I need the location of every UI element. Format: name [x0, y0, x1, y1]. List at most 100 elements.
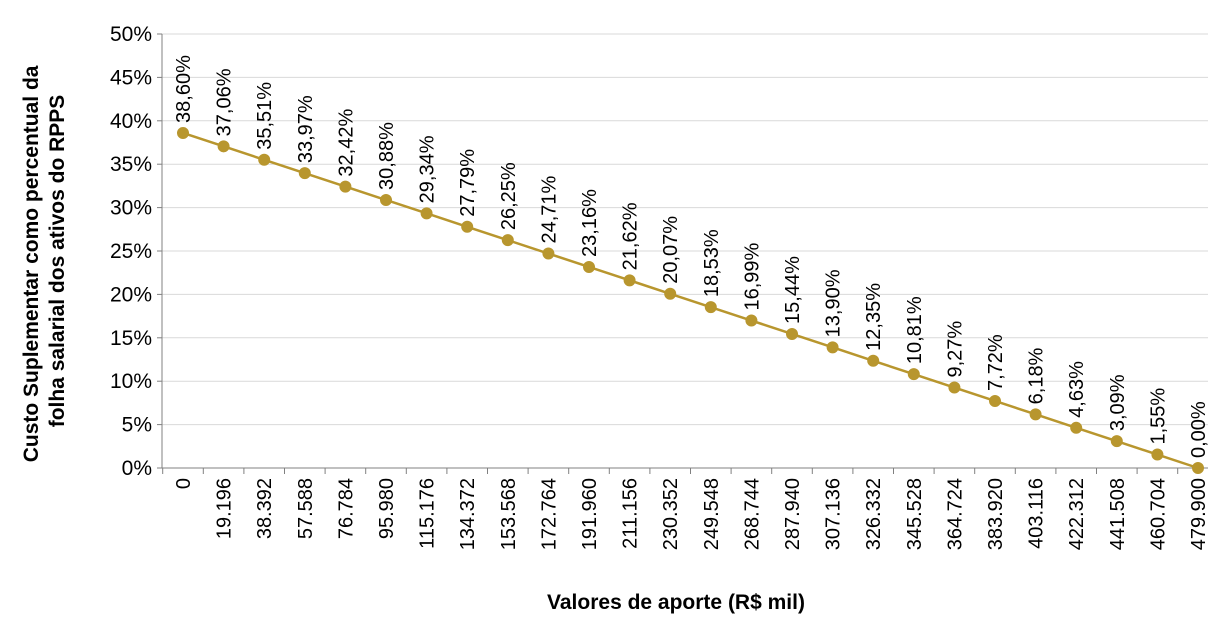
data-point — [258, 153, 271, 166]
x-tick-label: 76.784 — [335, 478, 357, 539]
y-tick-label: 35% — [110, 153, 152, 176]
data-point — [704, 301, 717, 314]
x-tick-label: 326.332 — [863, 478, 885, 550]
y-tick-label: 20% — [110, 283, 152, 306]
data-label: 18,53% — [701, 229, 723, 297]
x-axis-title: Valores de aporte (R$ mil) — [547, 591, 805, 614]
y-tick-label: 50% — [110, 23, 152, 46]
data-label: 29,34% — [417, 135, 439, 203]
data-label: 13,90% — [823, 269, 845, 337]
data-point — [623, 274, 636, 287]
x-tick-label: 422.312 — [1066, 478, 1088, 550]
data-point — [217, 140, 230, 153]
data-label: 37,06% — [214, 68, 236, 136]
x-tick-label: 19.196 — [214, 478, 236, 539]
x-tick-label: 115.176 — [417, 478, 439, 549]
data-point — [1192, 462, 1204, 474]
x-tick-label: 172.764 — [538, 478, 560, 550]
y-tick-labels: 0% 5% 10% 15% 20% 25% 30% 35% 40% 45% 50% — [110, 23, 152, 480]
y-axis-title-line-1: Custo Suplementar como percentual da — [20, 65, 43, 462]
data-point — [1151, 448, 1164, 461]
data-label: 38,60% — [173, 55, 195, 123]
data-point — [1029, 408, 1042, 421]
data-label: 35,51% — [254, 82, 276, 150]
series — [177, 126, 1204, 474]
data-point — [501, 234, 514, 247]
y-tick-label: 15% — [110, 327, 152, 350]
data-label: 26,25% — [498, 162, 520, 230]
data-label: 6,18% — [1026, 347, 1048, 404]
data-point — [339, 180, 352, 193]
data-point — [989, 394, 1001, 407]
data-point — [867, 354, 880, 367]
axes — [157, 33, 1208, 474]
data-point — [664, 287, 677, 300]
data-label: 20,07% — [660, 216, 682, 284]
x-tick-label: 57.588 — [295, 478, 317, 539]
x-tick-label: 345.528 — [904, 478, 926, 550]
series-line — [182, 131, 1199, 470]
y-axis-title: Custo Suplementar como percentual da fol… — [20, 60, 69, 463]
x-tick-label: 230.352 — [660, 478, 682, 550]
data-point — [948, 381, 961, 394]
y-tick-label: 40% — [110, 110, 152, 133]
data-point — [745, 314, 758, 327]
x-tick-label: 287.940 — [782, 478, 804, 550]
x-tick-label: 0 — [173, 478, 195, 489]
x-tick-label: 134.372 — [457, 478, 479, 550]
y-tick-label: 30% — [110, 197, 152, 220]
y-tick-label: 5% — [122, 414, 152, 437]
data-label: 4,63% — [1066, 361, 1088, 418]
data-label: 7,72% — [985, 334, 1007, 391]
data-label: 15,44% — [782, 256, 804, 324]
data-point — [298, 167, 311, 180]
data-label: 27,79% — [457, 149, 479, 217]
data-label: 30,88% — [376, 122, 398, 190]
data-label: 32,42% — [335, 109, 357, 177]
y-tick-label: 45% — [110, 66, 152, 89]
data-label: 9,27% — [944, 321, 966, 378]
data-label: 10,81% — [904, 296, 926, 364]
x-tick-label: 268.744 — [741, 478, 763, 550]
data-label: 24,71% — [538, 175, 560, 243]
data-point — [1070, 421, 1083, 434]
x-tick-label: 249.548 — [701, 478, 723, 550]
data-point — [1110, 435, 1123, 448]
data-point — [542, 247, 555, 260]
x-tick-label: 153.568 — [498, 478, 520, 550]
x-tick-label: 38.392 — [254, 478, 276, 539]
data-point — [420, 207, 433, 220]
data-point — [826, 341, 839, 354]
x-tick-label: 441.508 — [1107, 478, 1129, 550]
data-label: 1,55% — [1147, 388, 1169, 445]
x-tick-label: 307.136 — [823, 478, 845, 550]
data-point — [907, 368, 920, 381]
data-label: 3,09% — [1107, 374, 1129, 431]
data-label: 0,00% — [1188, 401, 1209, 458]
x-tick-label: 479.900 — [1188, 478, 1209, 550]
y-tick-label: 10% — [110, 370, 152, 393]
data-label: 16,99% — [741, 242, 763, 310]
data-labels: 38,60% 37,06% 35,51% 33,97% 32,42% 30,88% 29,3… — [173, 55, 1209, 458]
data-label: 21,62% — [620, 202, 642, 270]
x-tick-label: 403.116 — [1026, 478, 1048, 549]
y-tick-label: 0% — [122, 457, 152, 480]
data-point — [461, 220, 474, 233]
y-tick-label: 25% — [110, 240, 152, 263]
data-point — [380, 193, 392, 206]
data-point — [786, 327, 798, 340]
x-tick-label: 364.724 — [944, 478, 966, 550]
x-tick-label: 211.156 — [620, 478, 642, 549]
x-tick-label: 95.980 — [376, 478, 398, 539]
data-label: 23,16% — [579, 189, 601, 257]
data-label: 33,97% — [295, 95, 317, 163]
data-point — [583, 260, 595, 273]
x-tick-label: 460.704 — [1147, 478, 1169, 550]
x-tick-labels: 0 19.196 38.392 57.588 76.784 95.980 115.176 13… — [173, 478, 1209, 550]
x-tick-label: 383.920 — [985, 478, 1007, 550]
data-label: 12,35% — [863, 283, 885, 351]
data-point — [177, 126, 189, 139]
y-axis-title-line-2: folha salarial dos ativos do RPPS — [46, 95, 69, 428]
